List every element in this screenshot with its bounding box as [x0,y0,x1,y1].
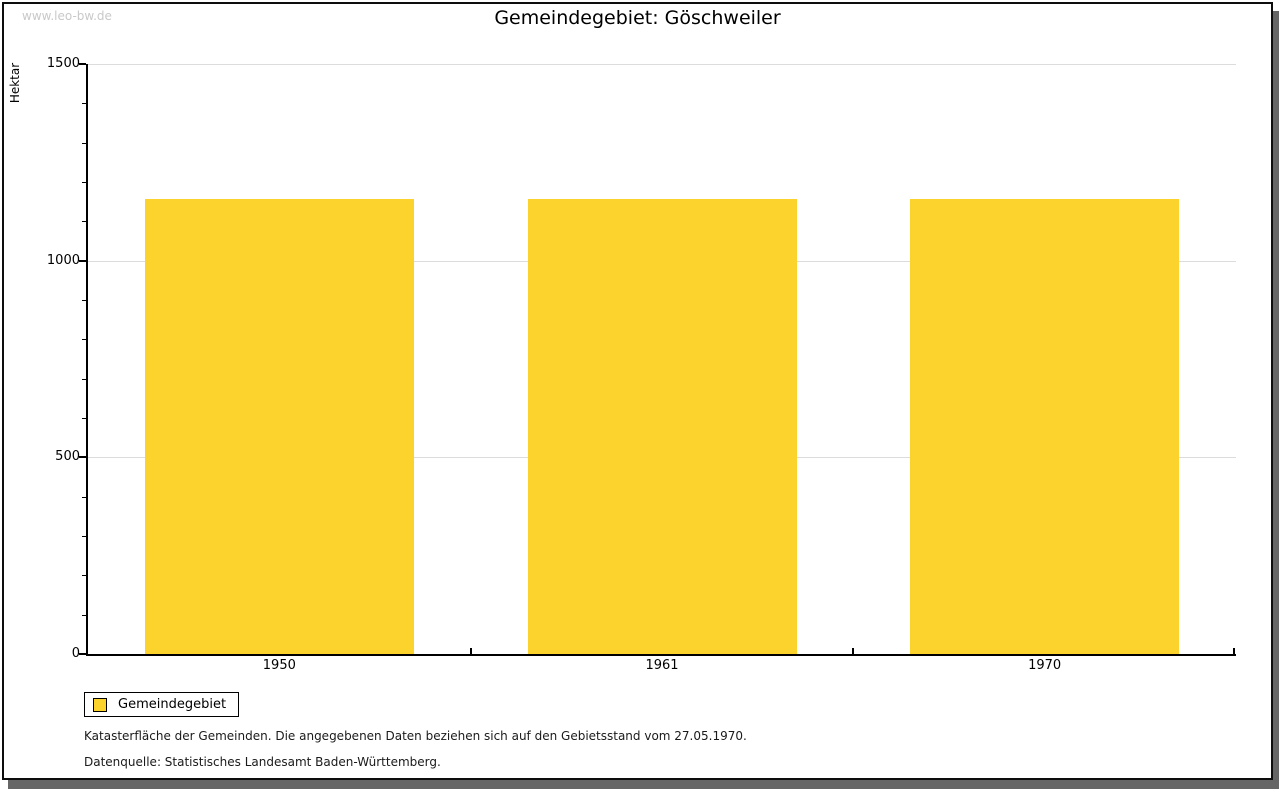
y-minor-tick-600 [82,418,86,419]
legend-label: Gemeindegebiet [118,697,227,712]
legend-swatch-gemeindegebiet [93,697,107,712]
x-label-1970: 1970 [1028,658,1062,673]
watermark: www.leo-bw.de [22,9,112,23]
gridline-1500 [88,64,1236,65]
y-tick-1500 [79,63,86,65]
y-minor-tick-700 [82,378,86,380]
y-minor-tick-1100 [82,221,86,223]
y-minor-tick-800 [82,339,86,341]
y-axis-label: Hektar [8,62,22,104]
y-tick-500 [79,456,86,459]
y-minor-tick-300 [82,536,86,537]
bar-1950 [144,198,414,654]
y-minor-tick-400 [82,496,86,498]
x-label-1950: 1950 [262,658,296,673]
y-tick-1000 [79,259,86,262]
x-tick-2 [852,648,855,654]
footnote-datenquelle: Datenquelle: Statistisches Landesamt Bad… [84,755,441,769]
footnote-gebietsstand: Katasterfläche der Gemeinden. Die angege… [84,729,747,743]
y-tick-label-1000: 1000 [46,252,80,268]
y-minor-tick-1400 [82,103,86,105]
y-minor-tick-1300 [82,142,86,144]
y-tick-label-0: 0 [71,646,80,661]
y-tick-label-1500: 1500 [46,56,80,71]
y-minor-tick-100 [82,614,86,616]
plot-area: 0 500 1000 1500 1950 1961 1970 [47,56,1236,673]
y-minor-tick-1200 [82,182,86,183]
bar-1970 [910,198,1180,654]
x-tick-3 [1233,648,1235,654]
y-minor-tick-900 [82,300,86,301]
legend: Gemeindegebiet [84,692,240,717]
y-tick-0 [79,653,86,655]
page-title: Gemeindegebiet: Göschweiler [494,7,781,29]
x-label-1961: 1961 [645,658,679,673]
y-tick-label-500: 500 [55,449,80,465]
y-minor-tick-200 [82,575,86,577]
bar-1961 [527,198,797,654]
chart-frame: www.leo-bw.de Gemeindegebiet: Göschweile… [2,2,1273,780]
x-tick-1 [469,648,472,654]
